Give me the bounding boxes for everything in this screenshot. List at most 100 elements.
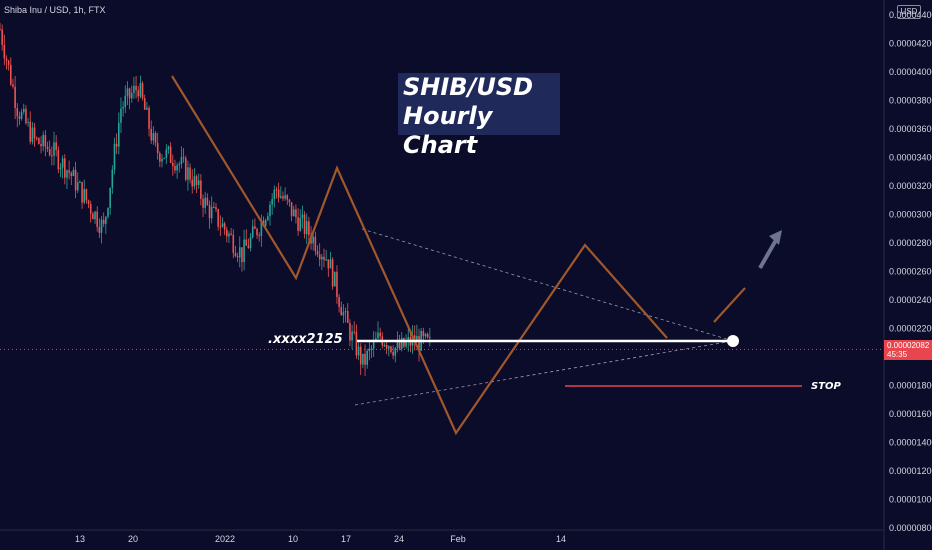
candle-body [141,83,144,99]
candle-body [81,182,83,203]
candle-body [364,353,366,365]
candle-body [349,322,351,341]
currency-badge[interactable]: USD [897,5,921,19]
candle-body [20,111,23,119]
candle-body [156,142,159,154]
candle-body [33,127,36,139]
candle-body [327,259,330,269]
stop-label: STOP [811,381,841,392]
candle-body [14,86,16,109]
candle-body [135,85,137,91]
y-tick-label: 0.00001800 [889,381,932,391]
candle-body [64,158,66,178]
y-tick-label: 0.00003000 [889,210,932,220]
candle-body [118,122,120,147]
y-tick-label: 0.00002200 [889,324,932,334]
candle-body [184,158,187,180]
candle-body [299,217,302,231]
candle-body [165,149,168,158]
candle-body [193,176,196,187]
candle-body [182,157,185,159]
candle-body [308,221,310,236]
candle-body [57,150,60,170]
x-tick-label: 13 [75,534,85,544]
candle-body [405,341,407,347]
y-tick-label: 0.00004000 [889,67,932,77]
candle-body [70,172,73,177]
candle-body [260,220,263,237]
candle-body [44,135,47,147]
candle-body [191,179,194,187]
candle-body [362,353,364,365]
candle-body [344,311,347,313]
candle-body [301,214,304,218]
candle-body [331,259,334,287]
candle-body [105,216,107,224]
y-tick-label: 0.00001200 [889,466,932,476]
candle-body [161,158,163,162]
candle-body [31,127,34,142]
candle-body [303,214,306,235]
candle-body [418,335,420,351]
candle-body [10,64,12,85]
candle-body [267,216,269,221]
candle-body [27,121,29,123]
candle-body [46,146,49,150]
candle-body [180,157,183,165]
candle-body [137,90,140,97]
candle-body [334,271,336,287]
candle-body [154,133,157,143]
candle-body [128,88,131,99]
candle-body [107,207,109,217]
candle-body [79,182,81,184]
candle-body [340,307,343,316]
candle-body [290,202,293,217]
x-tick-label: Feb [450,534,466,544]
candle-body [394,347,397,356]
candle-body [232,234,235,253]
candle-body [314,236,317,252]
candle-body [323,256,325,260]
candle-body [357,346,360,356]
y-tick-label: 0.00003800 [889,96,932,106]
candle-body [377,332,379,339]
candle-countdown: 45:35 [887,350,908,359]
candle-body [426,333,429,338]
candle-body [53,142,55,156]
candle-body [254,226,256,229]
candle-body [338,296,340,308]
candle-body [130,93,133,99]
candle-body [40,144,42,147]
candle-body [202,198,204,208]
candle-body [206,197,209,205]
y-tick-label: 0.00001000 [889,495,932,505]
candle-body [92,213,94,220]
candle-body [35,138,38,140]
candle-body [1,29,3,45]
candle-body [273,189,276,200]
candle-body [197,180,200,185]
candle-body [85,189,88,201]
candle-body [176,165,178,171]
candle-body [297,217,299,231]
candle-body [282,196,284,199]
candle-body [234,252,237,257]
candle-body [126,88,129,96]
candle-body [146,107,148,110]
candle-body [120,108,122,123]
candle-body [159,153,161,162]
candle-body [111,169,114,188]
candle-body [102,219,105,224]
candle-body [247,245,250,249]
candle-body [400,338,403,349]
target-arrow-shaft [758,239,778,269]
breakout-projection [713,287,746,323]
y-tick-label: 0.00003200 [889,181,932,191]
candle-body [370,348,373,350]
candle-body [172,162,174,166]
y-tick-label: 0.00001400 [889,438,932,448]
key-level-label: .xxxx2125 [268,332,343,347]
candle-body [94,211,96,220]
